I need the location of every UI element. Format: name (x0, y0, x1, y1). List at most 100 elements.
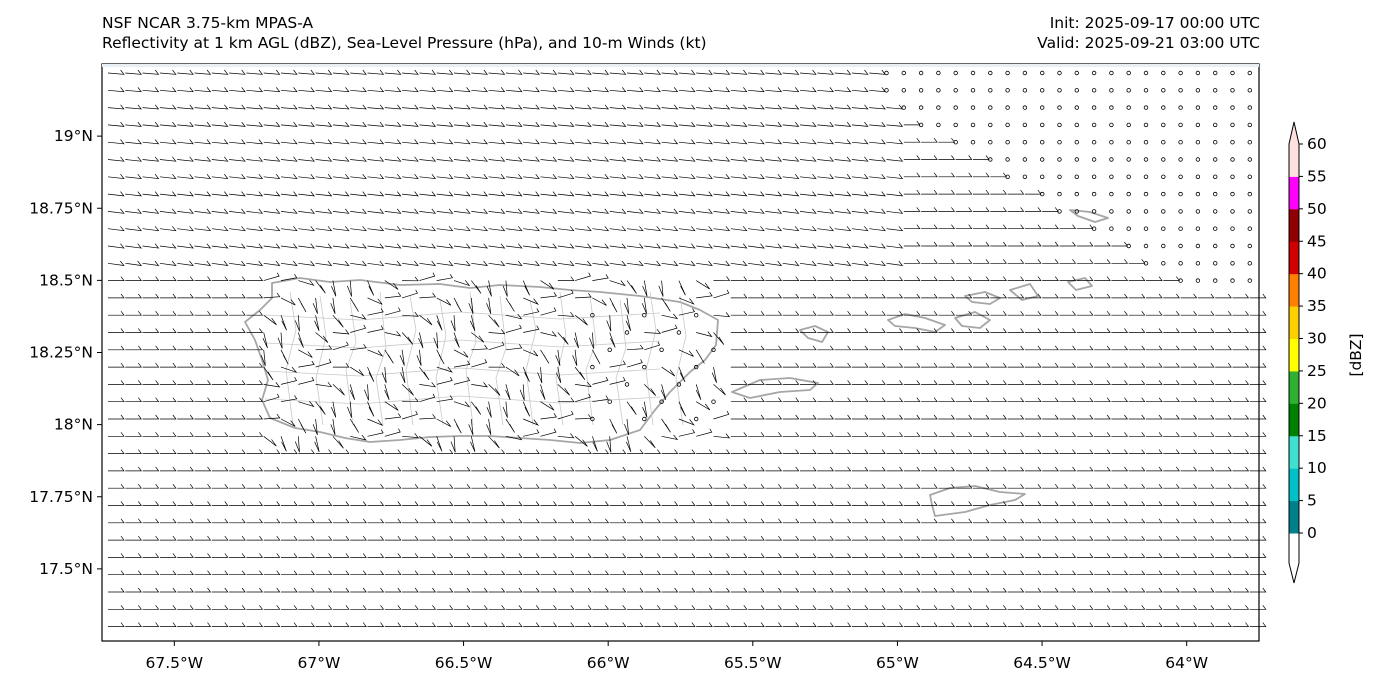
wind-barb (886, 121, 904, 127)
wind-barb (125, 553, 142, 558)
calm-marker (970, 105, 976, 110)
wind-barb (125, 380, 142, 385)
wind-barb (471, 449, 488, 454)
calm-marker (1212, 209, 1218, 214)
wind-barb (678, 139, 696, 145)
calm-marker (970, 70, 976, 76)
wind-barb (142, 328, 160, 333)
wind-barb (765, 310, 783, 316)
wind-barb (367, 605, 385, 610)
wind-barb (1076, 449, 1094, 454)
wind-barb (626, 208, 644, 214)
wind-barb (765, 414, 783, 420)
wind-barb (1076, 535, 1094, 541)
wind-barb (800, 466, 817, 472)
wind-barb (627, 587, 644, 593)
wind-barb (125, 570, 142, 576)
wind-barb (486, 297, 492, 314)
calm-marker (1178, 261, 1183, 266)
wind-barb (1197, 518, 1215, 524)
wind-barb (246, 121, 264, 127)
wind-barb (315, 553, 333, 558)
wind-barb (453, 104, 471, 110)
wind-barb (453, 139, 471, 145)
calm-marker (1074, 122, 1079, 128)
wind-barb (211, 243, 229, 249)
wind-barb (557, 156, 575, 162)
calm-marker (1230, 243, 1235, 249)
wind-barb (886, 226, 904, 232)
wind-barb (1024, 605, 1042, 610)
wind-barb (540, 156, 558, 162)
wind-barb (125, 449, 142, 454)
wind-barb (107, 104, 125, 110)
wind-barb (609, 377, 626, 385)
wind-barb (125, 345, 142, 351)
wind-barb (194, 432, 212, 437)
wind-barb (488, 191, 506, 197)
wind-barb (125, 173, 142, 180)
calm-marker (1074, 174, 1079, 179)
wind-barb (748, 553, 765, 558)
wind-barb (748, 345, 765, 351)
wind-barb (886, 449, 904, 454)
wind-barb (488, 87, 506, 93)
wind-barb (1059, 328, 1077, 333)
colorbar-tick-label: 5 (1307, 492, 1317, 510)
wind-barb (713, 87, 731, 93)
calm-marker (1126, 88, 1131, 93)
wind-barb (350, 483, 367, 489)
wind-barb (851, 432, 869, 437)
wind-barb (696, 139, 713, 145)
wind-barb (263, 208, 281, 214)
wind-barb (1163, 293, 1180, 299)
wind-barb (765, 345, 783, 351)
wind-barb (488, 362, 506, 368)
wind-barb (298, 449, 315, 454)
wind-barb (1094, 570, 1111, 576)
wind-barb (938, 241, 956, 247)
wind-barb (696, 518, 713, 524)
wind-barb (125, 87, 142, 93)
wind-barb (246, 518, 264, 524)
wind-barb (557, 622, 575, 627)
wind-barb (609, 121, 627, 127)
wind-barb (419, 449, 437, 454)
wind-barb (1128, 276, 1146, 281)
wind-barb (696, 501, 713, 506)
wind-barb (851, 173, 869, 180)
wind-barb (315, 156, 333, 162)
wind-barb (730, 328, 748, 333)
wind-barb (990, 570, 1007, 576)
wind-barb (1111, 483, 1129, 489)
calm-marker (1161, 191, 1166, 197)
wind-barb (817, 69, 834, 75)
wind-barb (1197, 345, 1215, 351)
wind-barb (713, 449, 731, 454)
wind-barb (557, 483, 575, 489)
wind-barb (592, 483, 610, 489)
wind-barb (730, 449, 748, 454)
wind-barb (557, 87, 575, 93)
wind-barb (800, 345, 817, 351)
wind-barb (315, 449, 333, 454)
wind-barb (211, 276, 229, 281)
wind-barb (402, 535, 419, 541)
wind-barb (488, 69, 506, 75)
wind-barb (782, 570, 800, 576)
wind-barb (609, 173, 627, 180)
wind-barb (713, 518, 731, 524)
valid-time: Valid: 2025-09-21 03:00 UTC (1037, 34, 1260, 52)
wind-barb (765, 226, 783, 232)
wind-barb (1128, 432, 1146, 437)
wind-barb (211, 414, 229, 420)
wind-barb (211, 328, 229, 333)
calm-marker (1195, 209, 1201, 214)
wind-barb (125, 414, 142, 420)
wind-barb (108, 501, 125, 506)
calm-marker (676, 330, 682, 335)
lon-tick-label: 65°W (876, 654, 919, 672)
wind-barb (523, 156, 540, 162)
wind-barb (125, 605, 142, 610)
calm-marker (1230, 105, 1235, 110)
